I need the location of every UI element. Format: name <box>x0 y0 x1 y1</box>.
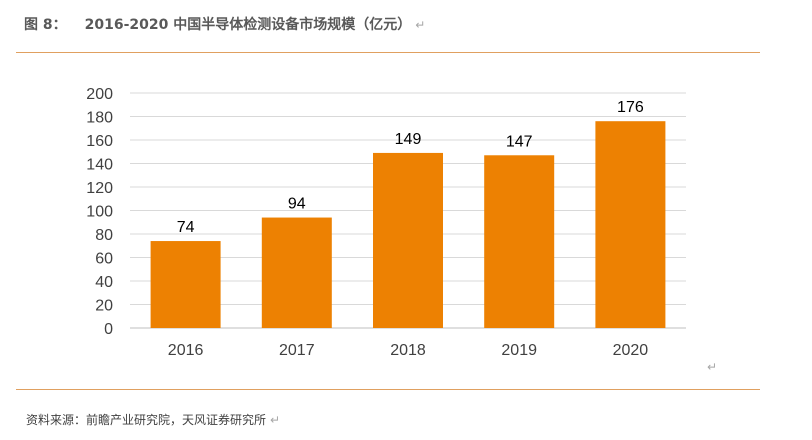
source-note: 资料来源：前瞻产业研究院，天风证券研究所 ↵ <box>26 411 280 428</box>
figure-header: 图 8： 2016-2020 中国半导体检测设备市场规模（亿元） ↵ <box>24 14 425 34</box>
return-mark-icon: ↵ <box>270 413 281 427</box>
bar <box>373 152 443 328</box>
x-tick-label: 2018 <box>390 342 426 359</box>
y-tick-label: 0 <box>104 321 113 338</box>
data-label: 149 <box>395 131 422 148</box>
data-label: 74 <box>177 219 195 236</box>
data-label: 147 <box>506 133 533 150</box>
y-tick-label: 60 <box>95 251 113 268</box>
bar <box>150 241 221 328</box>
x-tick-label: 2016 <box>168 342 204 359</box>
x-tick-label: 2019 <box>501 342 537 359</box>
x-tick-label: 2017 <box>279 342 315 359</box>
y-tick-label: 40 <box>95 274 113 291</box>
x-axis-ticks: 2016 2017 2018 2019 2020 <box>168 342 648 359</box>
chart-title: 2016-2020 中国半导体检测设备市场规模（亿元） <box>84 17 412 33</box>
bar <box>261 217 332 328</box>
data-labels: 74 94 149 147 176 <box>177 99 644 236</box>
bar <box>595 121 666 328</box>
y-tick-label: 80 <box>95 227 113 244</box>
x-tick-label: 2020 <box>613 342 649 359</box>
bottom-rule <box>16 389 760 390</box>
bar <box>484 155 555 328</box>
return-mark-icon: ↵ <box>415 18 426 32</box>
y-tick-label: 200 <box>86 86 113 103</box>
y-tick-label: 100 <box>86 204 113 221</box>
source-text: 资料来源：前瞻产业研究院，天风证券研究所 <box>26 413 267 427</box>
return-mark-icon: ↵ <box>707 360 718 374</box>
y-tick-label: 180 <box>86 110 113 127</box>
y-tick-label: 160 <box>86 133 113 150</box>
data-label: 94 <box>288 196 306 213</box>
top-rule <box>16 52 760 53</box>
figure-label: 图 8： <box>24 17 67 33</box>
y-axis-ticks: 0 20 40 60 80 100 120 140 160 180 200 <box>86 86 113 338</box>
y-tick-label: 140 <box>86 157 113 174</box>
y-tick-label: 120 <box>86 180 113 197</box>
y-tick-label: 20 <box>95 298 113 315</box>
bars <box>150 121 666 328</box>
data-label: 176 <box>617 99 644 116</box>
